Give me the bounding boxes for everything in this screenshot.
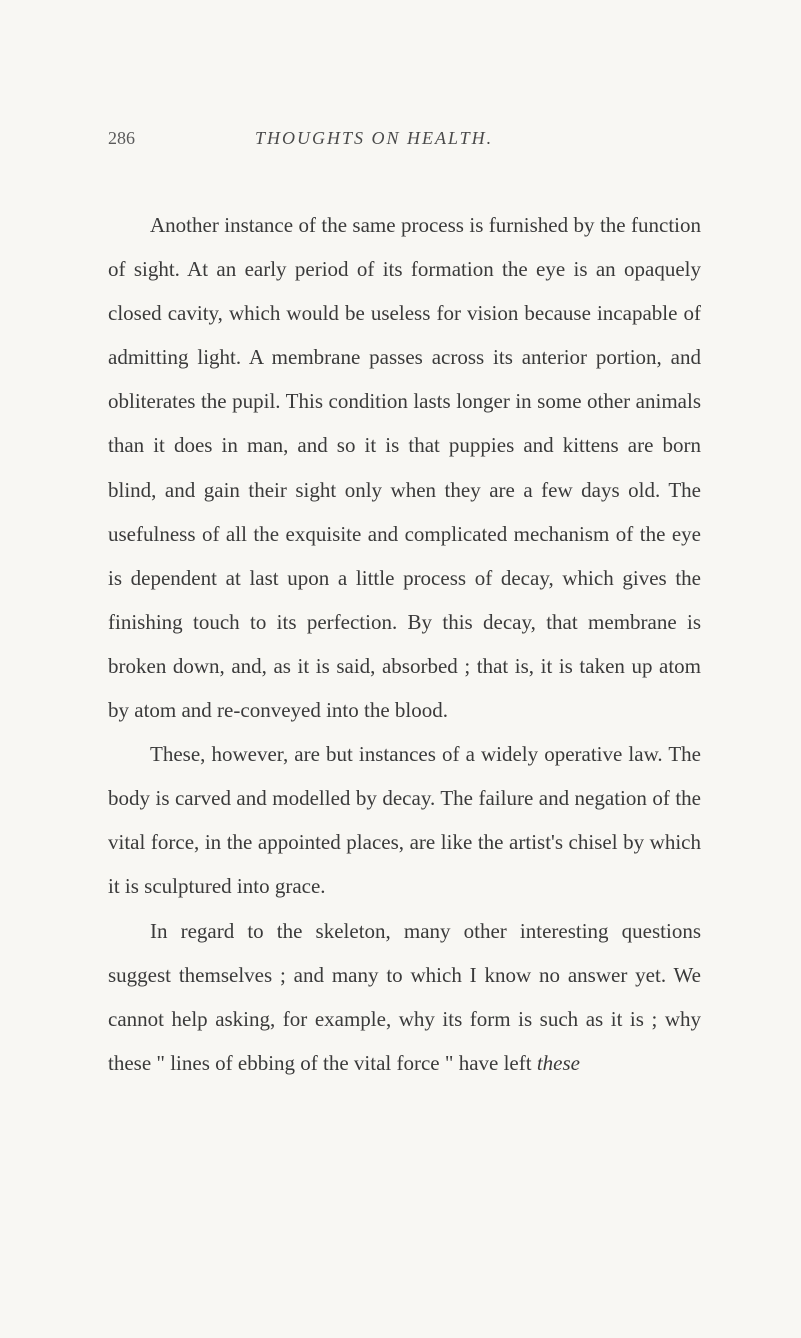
page-number: 286 [108,128,135,149]
running-header: THOUGHTS ON HEALTH. [255,128,493,149]
body-text: Another instance of the same process is … [108,203,701,1085]
paragraph-1: Another instance of the same process is … [108,203,701,732]
page-header: 286 THOUGHTS ON HEALTH. [108,128,701,149]
paragraph-3: In regard to the skeleton, many other in… [108,909,701,1085]
paragraph-3-text: In regard to the skeleton, many other in… [108,919,701,1075]
book-page: 286 THOUGHTS ON HEALTH. Another instance… [0,0,801,1165]
paragraph-3-italic: these [537,1051,580,1075]
paragraph-2: These, however, are but instances of a w… [108,732,701,908]
